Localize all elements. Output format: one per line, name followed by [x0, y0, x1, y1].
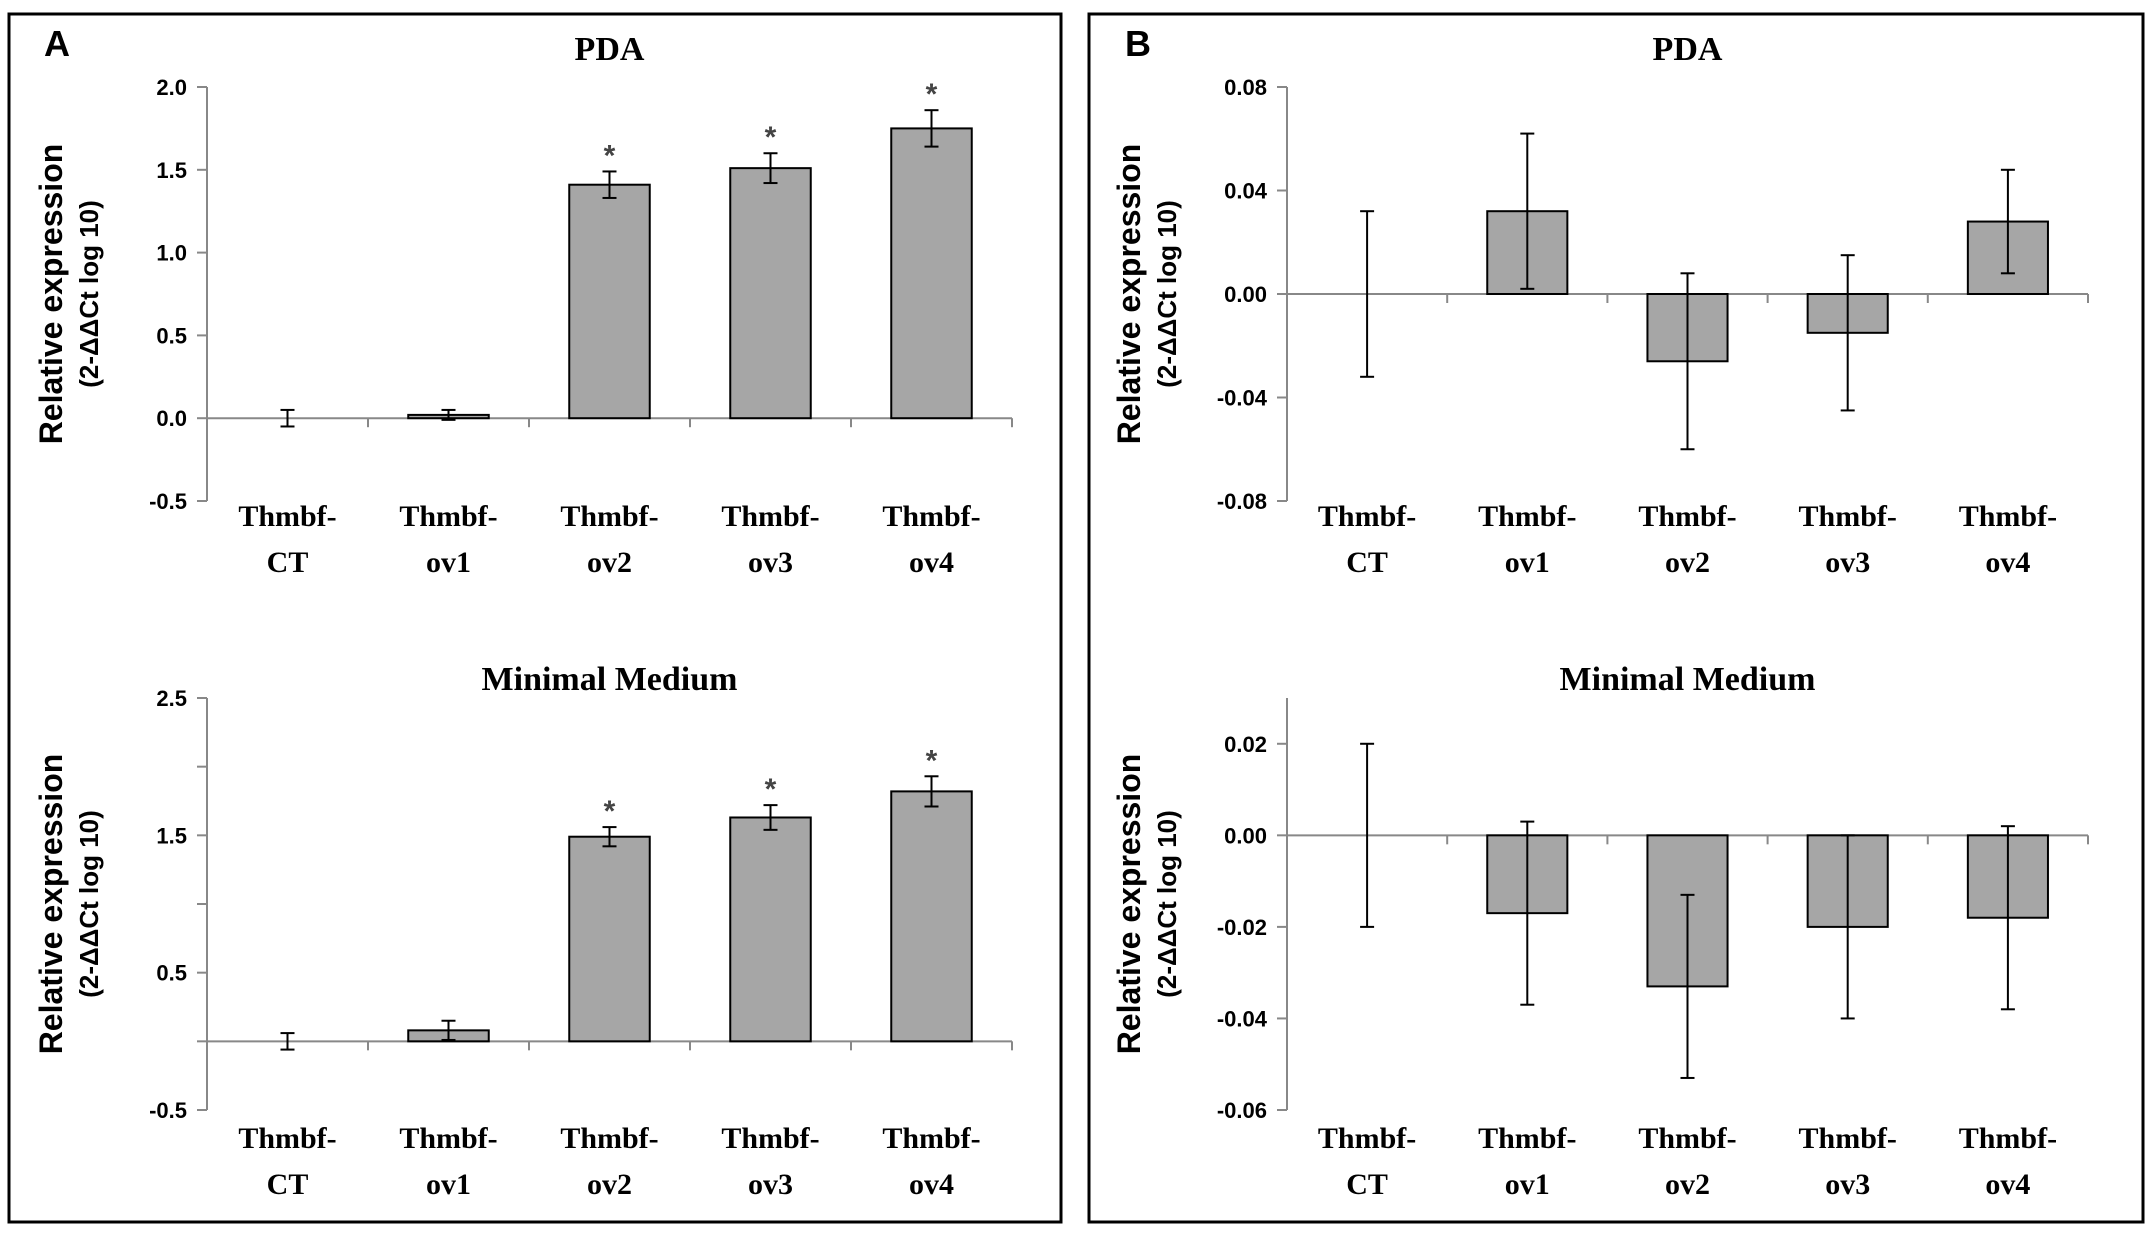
y-tick-label: 2.5 — [156, 686, 187, 711]
category-label-line1: Thmbf- — [1318, 500, 1416, 533]
y-axis-label: Relative expression — [1111, 144, 1147, 445]
bar — [729, 167, 812, 420]
chart-0: PDA -0.5 0.0 0.5 1.0 1.5 2.0 Thmbf- CT Thmbf-ov1 *… — [33, 31, 1013, 579]
bar — [729, 816, 812, 1043]
category-label-line2: ov3 — [1825, 1168, 1870, 1201]
y-axis-label: Relative expression — [33, 754, 69, 1055]
category-label-line2: ov3 — [1825, 546, 1870, 579]
category-label-line2: ov3 — [748, 546, 793, 579]
category-label-line2: CT — [267, 1168, 309, 1201]
y-tick-label: -0.04 — [1217, 386, 1268, 411]
y-tick-label: -0.5 — [149, 1098, 187, 1123]
y-tick-label: 1.5 — [156, 823, 187, 848]
y-tick-label: 0.5 — [156, 323, 187, 348]
category-label-line1: Thmbf- — [1638, 500, 1736, 533]
chart-title: PDA — [575, 31, 645, 68]
y-tick-label: 1.5 — [156, 158, 187, 183]
category-label-line1: Thmbf- — [1318, 1122, 1416, 1155]
category-label-line2: ov1 — [1505, 546, 1550, 579]
category-label-line2: ov2 — [1665, 1168, 1710, 1201]
y-axis-label-units: (2-ΔΔCt log 10) — [74, 810, 104, 998]
y-tick-label: -0.02 — [1217, 915, 1267, 940]
y-tick-label: -0.5 — [149, 489, 187, 514]
y-tick-label: 0.0 — [156, 406, 187, 431]
category-label-line2: ov4 — [1985, 546, 2030, 579]
y-tick-label: 0.04 — [1224, 179, 1268, 204]
significance-marker: * — [765, 121, 777, 154]
chart-2: PDA -0.08 -0.04 0.00 0.04 0.08 Thmbf- CT Thmbf-o… — [1111, 31, 2089, 579]
significance-marker: * — [604, 795, 616, 828]
y-tick-label: -0.06 — [1217, 1098, 1267, 1123]
category-label-line2: ov1 — [1505, 1168, 1550, 1201]
category-label-line1: Thmbf- — [1959, 500, 2057, 533]
bar — [568, 183, 651, 420]
category-label-line2: CT — [1346, 1168, 1388, 1201]
category-label-line1: Thmbf- — [399, 1122, 497, 1155]
category-label-line2: ov1 — [426, 546, 471, 579]
y-tick-label: 2.0 — [156, 75, 187, 100]
category-label-line2: ov4 — [909, 1168, 954, 1201]
bar — [568, 835, 651, 1043]
significance-marker: * — [765, 773, 777, 806]
significance-marker: * — [926, 78, 938, 111]
y-axis-label-units: (2-ΔΔCt log 10) — [74, 200, 104, 388]
category-label-line2: ov1 — [426, 1168, 471, 1201]
chart-3: Minimal Medium -0.06 -0.04 -0.02 0.00 0.02 Thm… — [1111, 661, 2089, 1201]
y-tick-label: -0.04 — [1217, 1006, 1268, 1031]
category-label-line1: Thmbf- — [1799, 500, 1897, 533]
panel-a-letter: A — [44, 23, 70, 64]
category-label-line1: Thmbf- — [1799, 1122, 1897, 1155]
panel-b-frame — [1087, 12, 2145, 1224]
category-label-line1: Thmbf- — [882, 500, 980, 533]
chart-title: Minimal Medium — [482, 661, 738, 698]
significance-marker: * — [926, 744, 938, 777]
category-label-line2: ov2 — [587, 1168, 632, 1201]
y-axis-label: Relative expression — [33, 144, 69, 445]
category-label-line1: Thmbf- — [560, 500, 658, 533]
category-label-line2: ov2 — [1665, 546, 1710, 579]
category-label-line1: Thmbf- — [721, 1122, 819, 1155]
y-tick-label: 0.00 — [1224, 282, 1267, 307]
category-label-line2: ov3 — [748, 1168, 793, 1201]
category-label-line2: CT — [1346, 546, 1388, 579]
panel-b-letter: B — [1125, 23, 1151, 64]
category-label-line1: Thmbf- — [399, 500, 497, 533]
category-label-line1: Thmbf- — [882, 1122, 980, 1155]
y-axis-label-units: (2-ΔΔCt log 10) — [1152, 200, 1182, 388]
category-label-line2: CT — [267, 546, 309, 579]
category-label-line2: ov2 — [587, 546, 632, 579]
significance-marker: * — [604, 139, 616, 172]
panel-a-frame — [7, 12, 1063, 1224]
category-label-line1: Thmbf- — [1478, 500, 1576, 533]
chart-title: PDA — [1653, 31, 1723, 68]
category-label-line1: Thmbf- — [1638, 1122, 1736, 1155]
category-label-line1: Thmbf- — [560, 1122, 658, 1155]
category-label-line2: ov4 — [909, 546, 954, 579]
category-label-line1: Thmbf- — [238, 500, 336, 533]
y-axis-label-units: (2-ΔΔCt log 10) — [1152, 810, 1182, 998]
category-label-line1: Thmbf- — [721, 500, 819, 533]
category-label-line1: Thmbf- — [1959, 1122, 2057, 1155]
category-label-line2: ov4 — [1985, 1168, 2030, 1201]
y-axis-label: Relative expression — [1111, 754, 1147, 1055]
y-tick-label: 0.5 — [156, 961, 187, 986]
category-label-line1: Thmbf- — [238, 1122, 336, 1155]
chart-title: Minimal Medium — [1560, 661, 1816, 698]
bar — [890, 127, 973, 420]
category-label-line1: Thmbf- — [1478, 1122, 1576, 1155]
y-tick-label: 1.0 — [156, 241, 187, 266]
y-tick-label: -0.08 — [1217, 489, 1267, 514]
y-tick-label: 0.08 — [1224, 75, 1267, 100]
chart-1: Minimal Medium -0.5 0.5 1.5 2.5 Thmbf- CT Thmbf… — [33, 661, 1013, 1201]
y-tick-label: 0.00 — [1224, 823, 1267, 848]
y-tick-label: 0.02 — [1224, 732, 1267, 757]
bar — [890, 790, 973, 1043]
